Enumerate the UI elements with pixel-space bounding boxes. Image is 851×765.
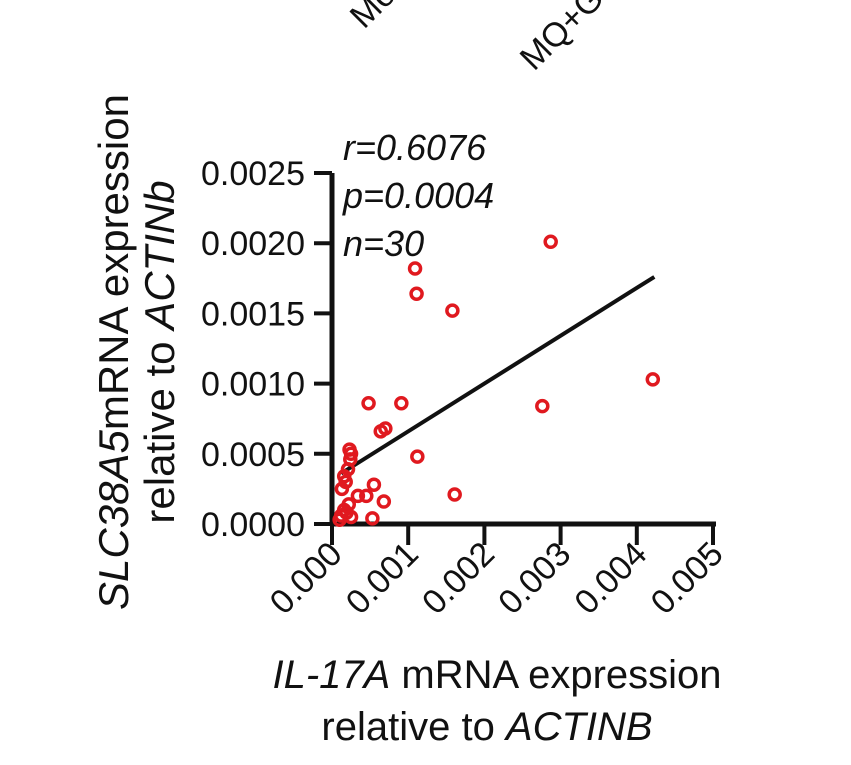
y-axis-title-rest: mRNA expression [90, 94, 137, 430]
y-axis-gene: SLC38A5 [90, 430, 137, 610]
data-point [378, 421, 393, 436]
data-point [645, 372, 661, 387]
regression-line [340, 275, 656, 476]
x-axis-title-rest: mRNA expression [390, 653, 721, 697]
y-axis-title-line2: relative to ACTINb [136, 180, 183, 523]
data-point [445, 303, 460, 318]
y-axis-title-line1: SLC38A5mRNA expression [90, 94, 137, 610]
y-tick-label: 0.0005 [201, 436, 305, 474]
y-tick-label: 0.0000 [201, 506, 305, 544]
y-axis-title-prefix: relative to [136, 330, 183, 524]
data-point [543, 234, 558, 250]
y-tick-label: 0.0020 [201, 225, 305, 263]
data-point [365, 511, 380, 526]
data-point [361, 396, 376, 411]
data-point [359, 488, 374, 504]
stat-r: r=0.6076 [343, 127, 487, 168]
data-point [409, 286, 424, 301]
x-tick-label: 0.004 [567, 535, 654, 622]
x-tick-label: 0.005 [644, 535, 731, 622]
data-point [334, 481, 350, 497]
data-point [376, 494, 392, 509]
data-point [407, 261, 423, 276]
data-point [447, 487, 462, 502]
x-tick-label: 0.002 [415, 535, 502, 622]
x-axis-title-line2: relative to ACTINB [321, 705, 652, 749]
x-axis-gene: IL-17A [272, 653, 390, 697]
data-point [410, 449, 425, 464]
data-point [366, 477, 382, 492]
y-tick-label: 0.0010 [201, 366, 305, 404]
data-point [394, 396, 409, 411]
x-axis-title-prefix: relative to [321, 705, 506, 749]
data-point [332, 512, 347, 528]
x-tick-label: 0.000 [263, 535, 350, 622]
x-tick-label: 0.001 [339, 535, 426, 622]
stat-p: p=0.0004 [342, 175, 494, 216]
data-point [350, 488, 366, 504]
y-axis-ref-gene: ACTINb [136, 180, 183, 332]
top-label-right: MQ+G [513, 0, 611, 78]
data-point [343, 446, 359, 462]
x-axis-title-line1: IL-17A mRNA expression [272, 653, 721, 697]
y-tick-label: 0.0015 [201, 295, 305, 333]
x-tick-label: 0.003 [491, 535, 578, 622]
x-axis-ref-gene: ACTINB [504, 705, 653, 749]
top-label-left: Mo [343, 0, 403, 36]
stat-n: n=30 [343, 223, 424, 264]
y-tick-label: 0.0025 [201, 155, 305, 193]
data-point [535, 398, 550, 414]
